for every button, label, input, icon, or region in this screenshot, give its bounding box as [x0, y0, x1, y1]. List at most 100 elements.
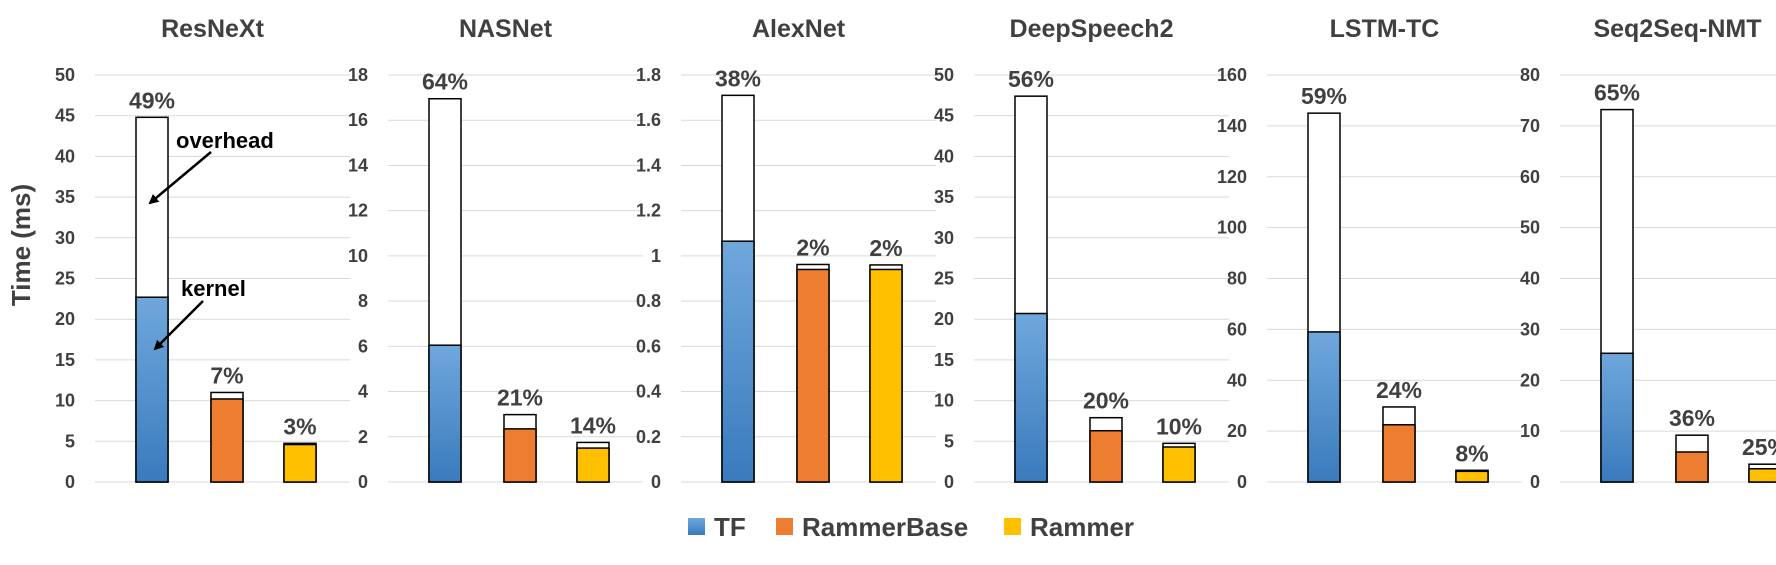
- panel-title: AlexNet: [752, 15, 846, 43]
- y-tick-label: 45: [55, 106, 75, 126]
- bar-kernel-rammerbase: [1382, 424, 1416, 483]
- y-tick-label: 40: [55, 146, 75, 166]
- y-tick-label: 20: [1227, 421, 1247, 441]
- y-tick-label: 5: [944, 431, 954, 451]
- overhead-pct-label-tf: 59%: [1301, 83, 1347, 109]
- y-tick-label: 1.4: [636, 155, 661, 175]
- y-tick-label: 35: [55, 187, 75, 207]
- y-tick-label: 0.2: [636, 427, 661, 447]
- overhead-pct-label-tf: 49%: [129, 87, 175, 113]
- y-tick-label: 0.8: [636, 291, 661, 311]
- y-tick-label: 10: [1520, 421, 1540, 441]
- overhead-pct-label-rammerbase: 7%: [210, 362, 243, 388]
- y-tick-label: 20: [55, 309, 75, 329]
- overhead-pct-label-tf: 56%: [1008, 66, 1054, 92]
- bar-kernel-rammer: [1162, 446, 1196, 483]
- y-tick-label: 120: [1217, 167, 1247, 187]
- y-tick-label: 25: [55, 269, 75, 289]
- legend-swatch-tf: [688, 518, 705, 535]
- legend-label-tf: TF: [714, 512, 746, 542]
- y-tick-label: 14: [348, 155, 368, 175]
- bar-kernel-rammer: [869, 268, 903, 483]
- y-tick-label: 30: [1520, 319, 1540, 339]
- y-tick-label: 80: [1227, 269, 1247, 289]
- bar-kernel-rammerbase: [796, 268, 830, 483]
- y-tick-label: 25: [934, 269, 954, 289]
- legend-item-tf: TF: [688, 512, 746, 542]
- y-tick-label: 1.8: [636, 65, 661, 85]
- y-tick-label: 20: [934, 309, 954, 329]
- overhead-pct-label-rammerbase: 36%: [1669, 405, 1715, 431]
- panel-alexnet: AlexNet 0 0.2 0.4 0.6 0.8 1 1.2 1.4 1.6 1.8 38% 2% 2%: [636, 15, 936, 492]
- y-tick-label: 1.2: [636, 201, 661, 221]
- y-tick-label: 15: [55, 350, 75, 370]
- y-tick-label: 8: [358, 291, 368, 311]
- y-tick-label: 45: [934, 106, 954, 126]
- panel-nasnet: NASNet 0 2 4 6 8 10 12 14 16 18 64% 21% 14%: [348, 15, 643, 492]
- y-tick-label: 10: [934, 391, 954, 411]
- y-tick-label: 30: [55, 228, 75, 248]
- bar-kernel-rammerbase: [210, 398, 244, 483]
- y-tick-label: 60: [1227, 319, 1247, 339]
- panel-deepspeech2: DeepSpeech2 0 5 10 15 20 25 30 35 40 45 50 56% 20% 10%: [934, 15, 1229, 492]
- overhead-pct-label-rammer: 2%: [869, 235, 902, 261]
- y-tick-label: 0: [358, 472, 368, 492]
- chart-panels: ResNeXt0510152025303540455049%7%3%NASNet…: [55, 15, 1776, 492]
- kernel-arrow: [153, 300, 204, 351]
- legend-item-rammerbase: RammerBase: [776, 512, 968, 542]
- y-tick-label: 80: [1520, 65, 1540, 85]
- y-tick-label: 40: [1227, 370, 1247, 390]
- y-tick-label: 50: [1520, 218, 1540, 238]
- overhead-pct-label-rammerbase: 2%: [796, 234, 829, 260]
- overhead-pct-label-tf: 64%: [422, 69, 468, 95]
- bar-kernel-tf: [135, 296, 169, 483]
- legend-item-rammer: Rammer: [1004, 512, 1134, 542]
- bar-kernel-rammer: [283, 443, 317, 483]
- y-tick-label: 50: [55, 65, 75, 85]
- y-tick-label: 0.6: [636, 336, 661, 356]
- overhead-pct-label-rammer: 14%: [570, 412, 616, 438]
- y-tick-label: 40: [1520, 269, 1540, 289]
- y-tick-label: 100: [1217, 218, 1247, 238]
- y-tick-label: 35: [934, 187, 954, 207]
- y-tick-label: 0: [1237, 472, 1247, 492]
- y-tick-label: 4: [358, 382, 368, 402]
- y-tick-label: 70: [1520, 116, 1540, 136]
- overhead-pct-label-rammerbase: 24%: [1376, 377, 1422, 403]
- y-tick-label: 2: [358, 427, 368, 447]
- y-tick-label: 50: [934, 65, 954, 85]
- y-tick-label: 10: [348, 246, 368, 266]
- overhead-pct-label-rammerbase: 20%: [1083, 388, 1129, 414]
- annotations: overhead kernel: [148, 128, 274, 351]
- y-tick-label: 0.4: [636, 382, 661, 402]
- y-tick-label: 15: [934, 350, 954, 370]
- bar-kernel-tf: [1600, 352, 1634, 483]
- overhead-pct-label-tf: 38%: [715, 65, 761, 91]
- bar-kernel-rammer: [1455, 470, 1489, 483]
- y-tick-label: 0: [651, 472, 661, 492]
- y-tick-label: 1: [651, 246, 661, 266]
- bar-kernel-rammer: [1748, 468, 1776, 483]
- bar-kernel-rammerbase: [503, 428, 537, 483]
- y-tick-label: 0: [1530, 472, 1540, 492]
- y-tick-label: 5: [65, 431, 75, 451]
- y-tick-label: 6: [358, 336, 368, 356]
- panel-title: DeepSpeech2: [1010, 15, 1174, 43]
- overhead-pct-label-rammer: 25%: [1742, 434, 1776, 460]
- panel-title: LSTM-TC: [1330, 15, 1440, 43]
- legend-label-rammer: Rammer: [1030, 512, 1134, 542]
- y-tick-label: 12: [348, 201, 368, 221]
- bar-kernel-rammer: [576, 447, 610, 483]
- panel-title: Seq2Seq-NMT: [1593, 15, 1761, 43]
- panel-seq2seq-nmt: Seq2Seq-NMT 0 10 20 30 40 50 60 70 80 65% 36% 25%: [1520, 15, 1776, 492]
- legend: TF RammerBase Rammer: [688, 512, 1134, 542]
- overhead-pct-label-rammer: 10%: [1156, 413, 1202, 439]
- legend-label-rammerbase: RammerBase: [802, 512, 968, 542]
- bar-kernel-tf: [721, 240, 755, 483]
- overhead-annotation: overhead: [176, 128, 274, 153]
- legend-swatch-rammerbase: [776, 518, 793, 535]
- y-axis-label: Time (ms): [6, 184, 36, 306]
- y-tick-label: 16: [348, 110, 368, 130]
- kernel-annotation: kernel: [181, 276, 246, 301]
